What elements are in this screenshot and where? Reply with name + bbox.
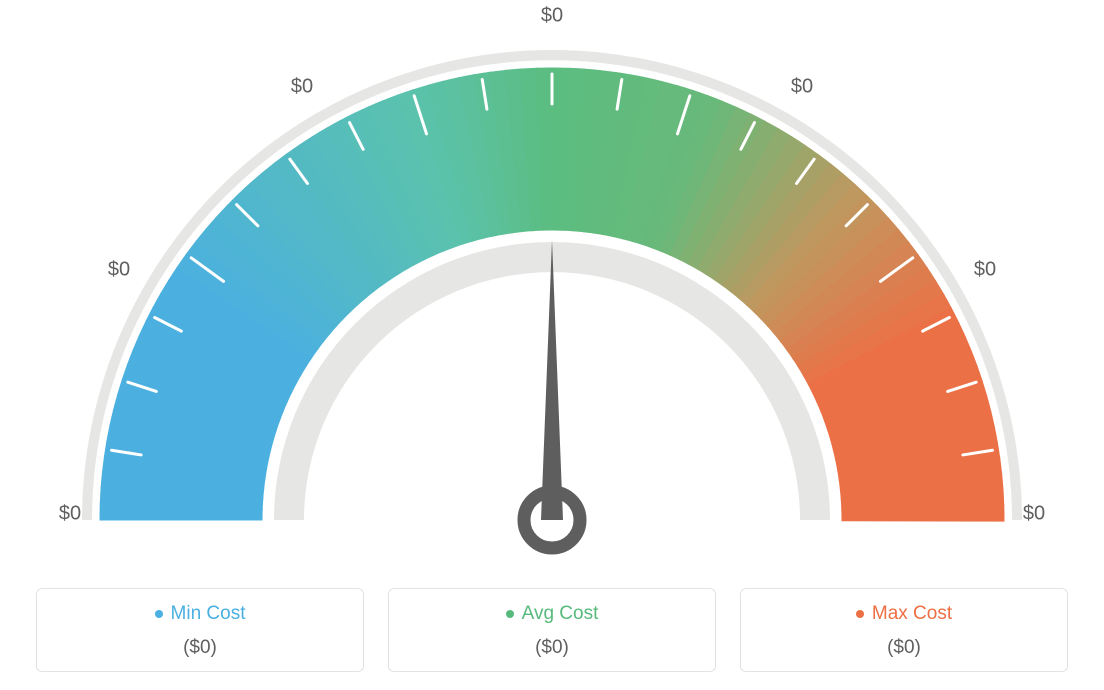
dot-icon	[506, 610, 514, 618]
legend-value: ($0)	[37, 637, 363, 659]
gauge-scale-label: $0	[59, 503, 81, 526]
gauge-scale-label: $0	[108, 259, 130, 282]
dot-icon	[155, 610, 163, 618]
gauge-scale-label: $0	[291, 75, 313, 98]
legend-card-avg: Avg Cost ($0)	[388, 588, 716, 672]
legend-label: Avg Cost	[522, 603, 599, 625]
gauge-scale-label: $0	[1023, 503, 1045, 526]
gauge-scale-label: $0	[541, 5, 563, 28]
dot-icon	[856, 610, 864, 618]
legend-label: Min Cost	[171, 603, 246, 625]
legend-title-max: Max Cost	[856, 603, 952, 625]
legend-title-min: Min Cost	[155, 603, 246, 625]
legend-value: ($0)	[389, 637, 715, 659]
legend-label: Max Cost	[872, 603, 952, 625]
legend-value: ($0)	[741, 637, 1067, 659]
gauge-svg	[0, 0, 1104, 580]
gauge-scale-label: $0	[791, 75, 813, 98]
legend-card-min: Min Cost ($0)	[36, 588, 364, 672]
gauge-chart: $0 $0 $0 $0 $0 $0 $0	[0, 0, 1104, 560]
legend-card-max: Max Cost ($0)	[740, 588, 1068, 672]
legend-title-avg: Avg Cost	[506, 603, 599, 625]
legend-row: Min Cost ($0) Avg Cost ($0) Max Cost ($0…	[0, 588, 1104, 672]
gauge-scale-label: $0	[974, 259, 996, 282]
